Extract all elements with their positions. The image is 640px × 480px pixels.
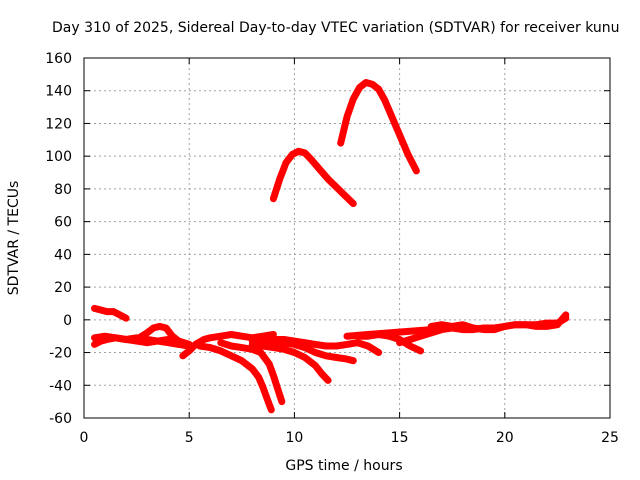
chart-title: Day 310 of 2025, Sidereal Day-to-day VTE…	[52, 20, 620, 36]
x-tick-label: 15	[391, 430, 409, 446]
y-tick-label: -20	[49, 346, 72, 362]
series-arc-left-mid	[91, 332, 193, 350]
series-arc-long-tail-2	[427, 311, 570, 334]
series-arc-peak-145	[337, 79, 420, 175]
y-axis-label: SDTVAR / TECUs	[6, 181, 22, 296]
y-tick-labels: -60 -40 -20 0 20 40 60 80 100 120 140 160	[45, 51, 72, 427]
y-tick-label: 140	[45, 84, 72, 100]
series-arc-peak-100	[269, 147, 357, 208]
x-tick-label: 25	[601, 430, 619, 446]
y-tick-label: 40	[54, 247, 72, 263]
y-tick-label: -40	[49, 378, 72, 394]
x-axis-label: GPS time / hours	[285, 458, 402, 474]
series-arc-dip-to-minus-55	[196, 342, 275, 414]
y-tick-label: 0	[63, 313, 72, 329]
y-tick-label: 160	[45, 51, 72, 67]
series-arc-mid-lower	[248, 340, 332, 384]
grid-lines	[84, 58, 610, 418]
axis-ticks	[83, 57, 611, 419]
x-tick-label: 10	[285, 430, 303, 446]
x-tick-label: 5	[185, 430, 194, 446]
series-arc-dip-to-minus-50	[217, 339, 286, 406]
y-tick-label: 100	[45, 149, 72, 165]
plot-frame	[83, 57, 611, 419]
x-tick-label: 0	[80, 430, 89, 446]
series-arc-early-positive	[91, 304, 130, 322]
y-tick-label: 120	[45, 116, 72, 132]
x-tick-labels: 0 5 10 15 20 25	[80, 430, 619, 446]
series-arc-mid-flat	[248, 336, 383, 356]
data-series	[91, 79, 570, 414]
y-tick-label: 20	[54, 280, 72, 296]
y-tick-label: -60	[49, 411, 72, 427]
y-tick-label: 80	[54, 182, 72, 198]
x-tick-label: 20	[496, 430, 514, 446]
y-tick-label: 60	[54, 215, 72, 231]
